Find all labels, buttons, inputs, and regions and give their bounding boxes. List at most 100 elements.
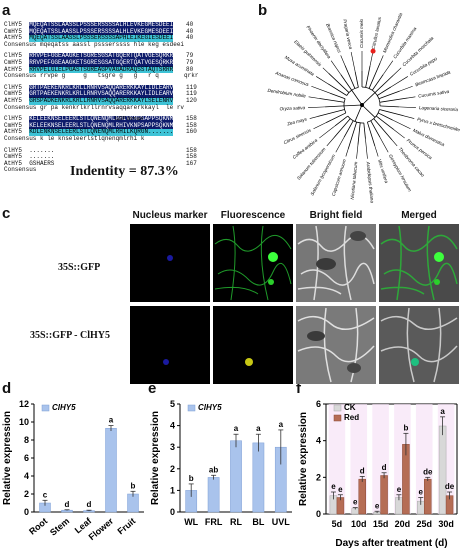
species-label: Capsicum annuum [331, 158, 347, 196]
tree-branch [325, 112, 347, 123]
alignment-row: CmHY5 GRTPAEKENKRLKRLLRNRVSAQQARERKKAYLI… [4, 91, 214, 98]
tree-branch [354, 104, 363, 122]
tree-branch [351, 89, 363, 106]
chart-light-expression: 0 1 2 3 4 5 Relative expression b WL ab FRL a RL a BL a… [150, 399, 292, 527]
sequence-position: 79 [186, 58, 194, 66]
tree-arc [347, 115, 364, 124]
bar [252, 442, 265, 513]
sequence-text: MQEQATSSLAASSLPSSSERSSSSALHLEVKEGMESDEEI [29, 21, 174, 29]
y-tick-label: 10 [19, 417, 29, 427]
tree-leaf-branch [403, 115, 415, 119]
bar [424, 478, 432, 515]
tree-leaf-branch [379, 55, 384, 63]
species-label: Pyrus x bretschneideri [417, 117, 460, 133]
sequence-position: 40 [186, 34, 194, 42]
species-label: Nicotiana tabacum [350, 161, 359, 200]
tree-branch [361, 104, 376, 118]
legend-swatch [187, 404, 196, 412]
sequence-name: AtHY5 [4, 34, 30, 42]
tree-leaf-branch [313, 122, 327, 130]
alignment-row: CmHY5 RRVPEFGGEAAGKETSGRESGSATGQERTQATVG… [4, 58, 214, 67]
alignment-row: ClHY5 ....... 158 [4, 146, 197, 154]
highlight-dot [370, 48, 376, 54]
y-tick-label: 4 [24, 471, 29, 481]
sequence-name: ClHY5 [4, 115, 30, 123]
column-merged: Merged [401, 210, 437, 221]
significance-letter: e [331, 482, 336, 491]
tree-branch [340, 74, 353, 91]
tree-leaf-branch [398, 106, 416, 109]
tree-leaf-branch [340, 55, 346, 66]
tree-leaf-branch [369, 52, 374, 66]
significance-letter: a [256, 424, 261, 433]
sequence-name: ClHY5 [4, 83, 30, 91]
image-gfp-bright-field [296, 224, 376, 302]
tree-branch [373, 118, 393, 141]
y-axis-label: Relative expression [2, 411, 13, 505]
sequence-name: CmHY5 [4, 58, 30, 66]
consensus-row: Consensus [4, 166, 37, 174]
tree-leaf-branch [382, 60, 394, 75]
tree-leaf-branch [374, 145, 379, 157]
x-tick-label: Stem [48, 516, 71, 538]
tree-leaf-branch [365, 138, 368, 159]
bar [380, 475, 388, 515]
panel-label-f: f [296, 380, 301, 397]
tree-leaf-branch [392, 119, 411, 130]
panel-label-e: e [148, 380, 157, 397]
tree-branch [333, 118, 351, 138]
tree-arc [361, 86, 381, 106]
tree-leaf-branch [335, 137, 345, 153]
tree-branch [328, 73, 350, 93]
significance-letter: e [353, 498, 358, 507]
tree-leaf-branch [379, 137, 389, 153]
x-tick-label: BL [252, 517, 264, 527]
x-tick-label: 10d [351, 519, 367, 529]
sequence-text: GRSPADKENKRLKRLLRNRVSAQQARERKKAYLSELENRV [29, 96, 174, 105]
alignment-row: CmHY5 MQEQATSSLAASSLPSSSERSSSSALHLEVKEGM… [4, 28, 214, 36]
sequence-text: KDLENKNSELEERLSTLQNENQMLRHILKQRGN....... [29, 128, 174, 136]
identity-label: Indentity = 87.3% [70, 164, 179, 179]
alignment-row: ClHY5 KELEEKNSELEERLSTLQNENQMLRHIVKNPSAP… [4, 115, 214, 123]
row-label-gfp: 35S::GFP [58, 262, 101, 273]
sequence-position: 160 [186, 128, 197, 136]
legend-label: Red [344, 413, 359, 422]
tree-branches [308, 51, 416, 159]
image-clhy5-bright-field [296, 306, 376, 384]
bar [105, 428, 117, 513]
panel-label-a: a [2, 2, 11, 19]
consensus-row: Consensus rrvpe g g tsgre g g r q qrkr [4, 72, 199, 80]
x-tick-label: WL [184, 517, 198, 527]
tree-branch [367, 122, 376, 147]
legend-swatch [333, 414, 342, 422]
species-label: Lagenaria siceraria [419, 105, 459, 112]
bar [127, 493, 139, 513]
alignment-row: AtHY5 GSHAERS 167 [4, 159, 197, 167]
tree-leaf-branch [399, 85, 413, 92]
x-tick-label: 20d [395, 519, 411, 529]
species-label: Cucumis sativa [418, 89, 450, 99]
tree-branch [354, 71, 359, 88]
x-tick-label: Flower [87, 516, 116, 543]
y-tick-label: 4 [316, 436, 321, 446]
x-tick-label: 30d [438, 519, 454, 529]
legend-swatch [41, 404, 50, 412]
species-label: Dendrobium nobile [267, 88, 306, 99]
species-label: Citrullus lanatus [371, 16, 383, 50]
y-tick-label: 3 [170, 442, 175, 452]
image-gfp-fluorescence [213, 224, 293, 302]
tree-leaf-branch [390, 76, 408, 88]
sequence-name: ClHY5 [4, 52, 30, 60]
tree-arc [346, 86, 359, 96]
sequence-position: 158 [186, 146, 197, 154]
tree-branch [327, 83, 347, 96]
bar [358, 478, 366, 515]
x-tick-label: RL [230, 517, 242, 527]
sequence-text: RRVPEFGGEAAGKETSGRESGSATGQERTQATVGESQRKR [29, 58, 174, 67]
significance-letter: b [131, 481, 136, 490]
column-fluorescence: Fluorescence [220, 210, 286, 221]
sequence-alignment: ClHY5 MQEQATSSLAASSLPSSSERSSSSALHLEVKEGM… [4, 21, 214, 174]
tree-branch [378, 90, 400, 100]
alignment-row: AtHY5 MQEQATSSLAASSLPSSSERSSSSAPHLEIKEGI… [4, 34, 214, 42]
